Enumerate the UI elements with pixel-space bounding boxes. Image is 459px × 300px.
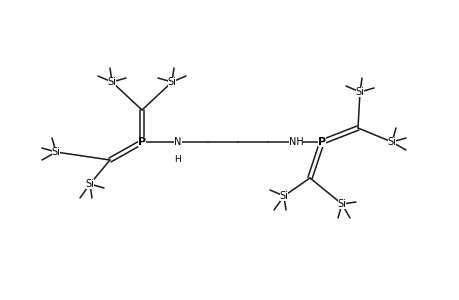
Text: Si: Si (355, 87, 364, 97)
Text: Si: Si (85, 179, 94, 189)
Text: Si: Si (279, 191, 288, 201)
Text: P: P (317, 137, 325, 147)
Text: P: P (138, 137, 146, 147)
Text: NH: NH (288, 137, 303, 147)
Text: Si: Si (337, 199, 346, 209)
Text: Si: Si (107, 77, 116, 87)
Text: N: N (174, 137, 181, 147)
Text: Si: Si (167, 77, 176, 87)
Text: H: H (174, 154, 181, 164)
Text: Si: Si (387, 137, 396, 147)
Text: Si: Si (51, 147, 60, 157)
